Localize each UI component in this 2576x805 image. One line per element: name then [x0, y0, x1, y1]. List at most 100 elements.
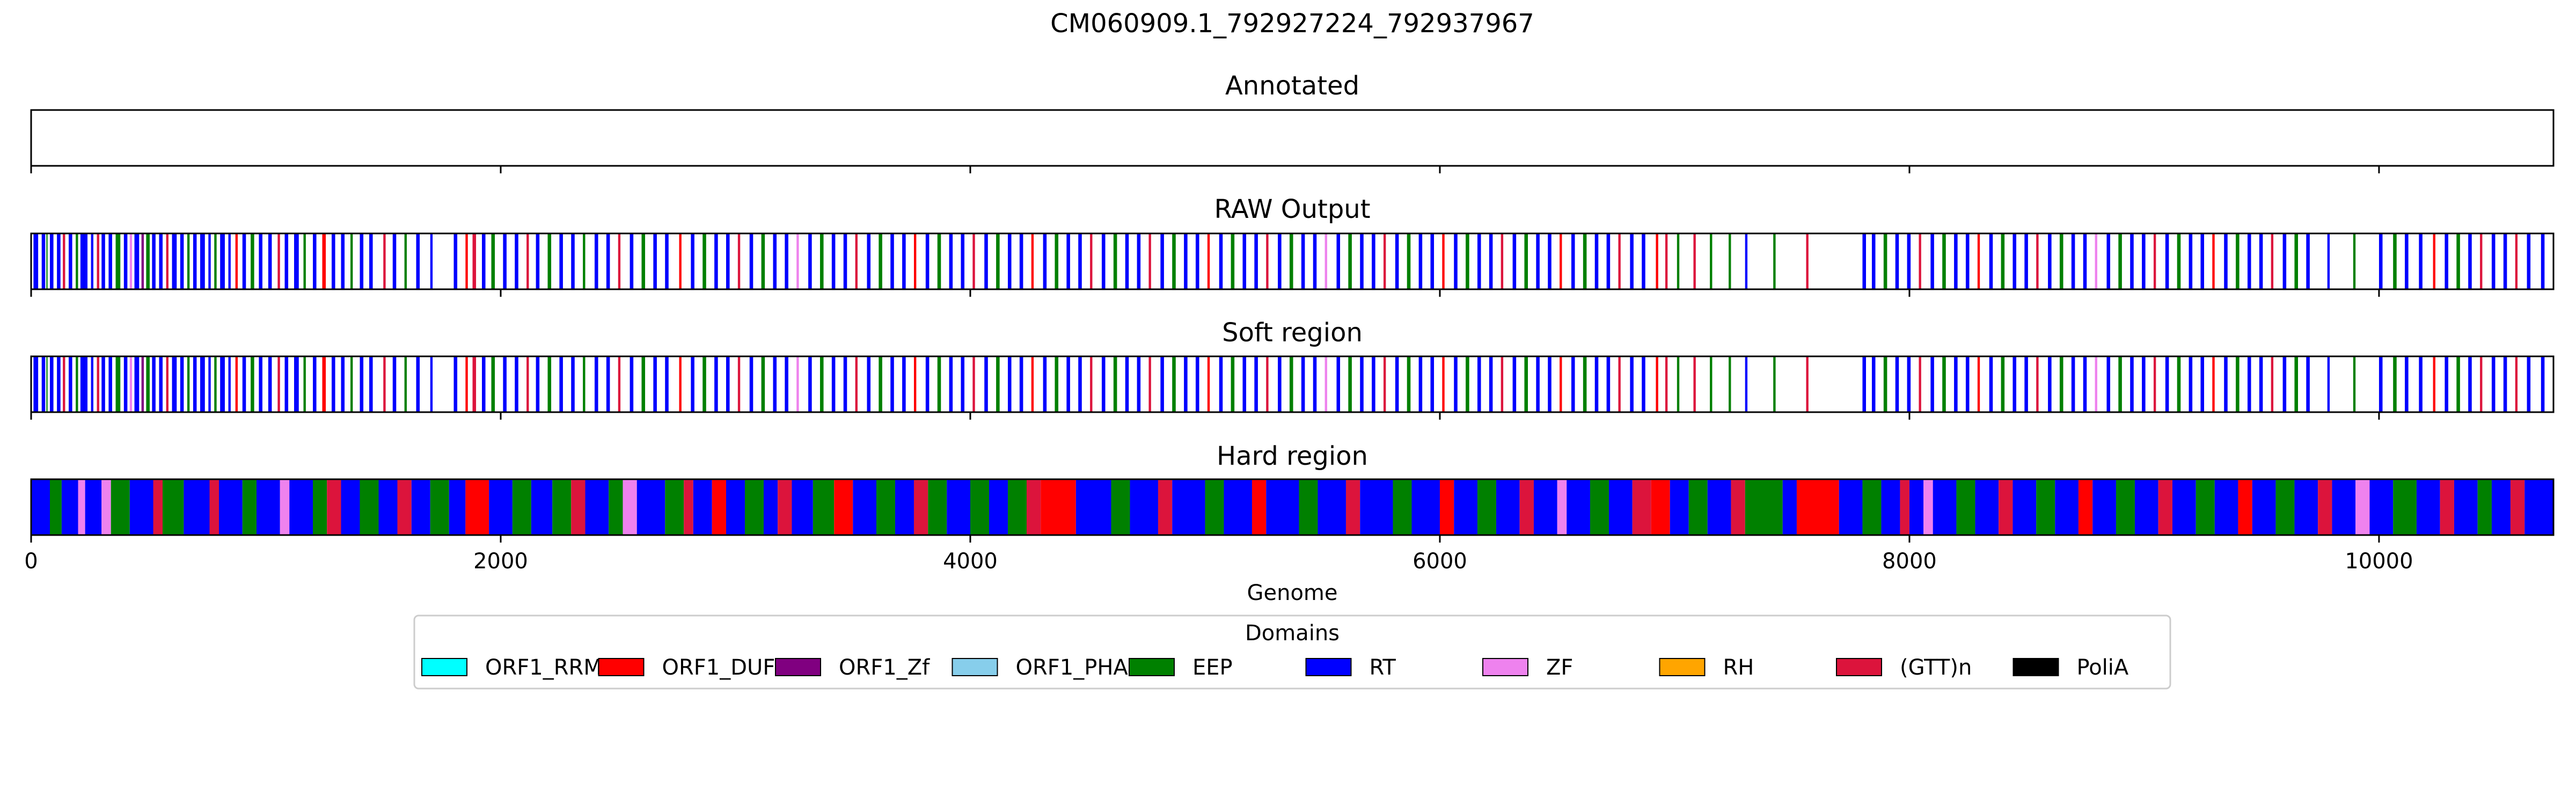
domain-segment [411, 479, 430, 535]
domain-segment [2236, 233, 2240, 289]
domain-segment [1919, 233, 1921, 289]
domain-segment [2106, 233, 2111, 289]
domain-segment [1219, 356, 1223, 412]
domain-segment [763, 479, 778, 535]
domain-segment [1101, 356, 1106, 412]
domain-segment [2259, 356, 2263, 412]
domain-segment [1745, 233, 1748, 289]
domain-segment [91, 356, 93, 412]
domain-segment [115, 233, 121, 289]
domain-segment [996, 356, 1000, 412]
domain-segment [2118, 233, 2122, 289]
domain-segment [1571, 356, 1575, 412]
domain-segment [2189, 233, 2193, 289]
domain-segment [1252, 479, 1267, 535]
domain-segment [2503, 356, 2507, 412]
legend-entry: (GTT)n [1836, 655, 1972, 680]
domain-segment [259, 233, 262, 289]
x-tick-label: 0 [24, 549, 38, 574]
domain-segment [1862, 233, 1867, 289]
track-2: Soft region [30, 318, 2555, 420]
domain-segment [1395, 233, 1399, 289]
domain-segment [1407, 356, 1411, 412]
domain-segment [1078, 356, 1082, 412]
domain-segment [2212, 233, 2215, 289]
domain-segment [322, 233, 326, 289]
domain-segment [737, 356, 741, 412]
domain-segment [1954, 356, 1958, 412]
domain-segment [2393, 233, 2397, 289]
legend-frame [413, 614, 2171, 690]
domain-segment [303, 233, 306, 289]
domain-segment [665, 233, 669, 289]
track-frame [30, 478, 2555, 536]
domain-segment [2445, 233, 2448, 289]
domain-segment [1731, 479, 1745, 535]
domain-segment [1324, 356, 1327, 412]
domain-segment [2252, 479, 2276, 535]
domain-segment [1693, 233, 1696, 289]
domain-segment [1205, 479, 1224, 535]
domain-segment [91, 233, 93, 289]
legend-swatch [775, 658, 821, 676]
domain-segment [383, 233, 386, 289]
domain-segment [2419, 356, 2423, 412]
domain-segment [2024, 233, 2028, 289]
domain-segment [665, 356, 669, 412]
domain-segment [159, 356, 163, 412]
track-frame [30, 355, 2555, 413]
domain-segment [63, 233, 65, 289]
domain-segment [2456, 356, 2460, 412]
domain-segment [383, 356, 386, 412]
domain-segment [2247, 356, 2251, 412]
domain-segment [761, 233, 765, 289]
domain-segment [1489, 356, 1493, 412]
domain-segment [1519, 479, 1534, 535]
legend-label: PoliA [2077, 655, 2129, 680]
domain-segment [536, 356, 540, 412]
domain-segment [831, 356, 836, 412]
domain-segment [2200, 233, 2205, 289]
domain-segment [1207, 233, 1210, 289]
domain-segment [322, 356, 326, 412]
domain-segment [1336, 233, 1341, 289]
domain-segment [1524, 356, 1528, 412]
domain-segment [1919, 356, 1921, 412]
domain-segment [1501, 233, 1504, 289]
domain-segment [159, 233, 163, 289]
domain-segment [134, 233, 140, 289]
domain-segment [2200, 356, 2205, 412]
domain-segment [1773, 233, 1776, 289]
domain-segment [69, 233, 72, 289]
domain-segment [360, 233, 364, 289]
domain-segment [726, 356, 730, 412]
domain-segment [503, 356, 507, 412]
domain-segment [773, 233, 777, 289]
domain-segment [251, 356, 254, 412]
domain-segment [33, 356, 39, 412]
domain-segment [2515, 233, 2518, 289]
domain-segment [1883, 356, 1887, 412]
domain-segment [1430, 356, 1435, 412]
domain-segment [453, 356, 458, 412]
domain-segment [808, 356, 812, 412]
domain-segment [2078, 479, 2093, 535]
domain-segment [1130, 479, 1158, 535]
domain-segment [2224, 356, 2228, 412]
domain-segment [813, 479, 835, 535]
domain-segment [1942, 356, 1946, 412]
domain-segment [2238, 479, 2252, 535]
domain-segment [1710, 356, 1713, 412]
x-tick-label: 10000 [2345, 549, 2413, 574]
domain-segment [208, 356, 211, 412]
domain-segment [867, 356, 871, 412]
domain-segment [2369, 479, 2394, 535]
domain-segment [1137, 356, 1141, 412]
domain-segment [2527, 356, 2531, 412]
domain-segment [1656, 233, 1658, 289]
legend-swatch [952, 658, 998, 676]
domain-segment [214, 233, 217, 289]
domain-segment [76, 233, 78, 289]
domain-segment [1796, 479, 1839, 535]
domain-segment [2456, 233, 2460, 289]
